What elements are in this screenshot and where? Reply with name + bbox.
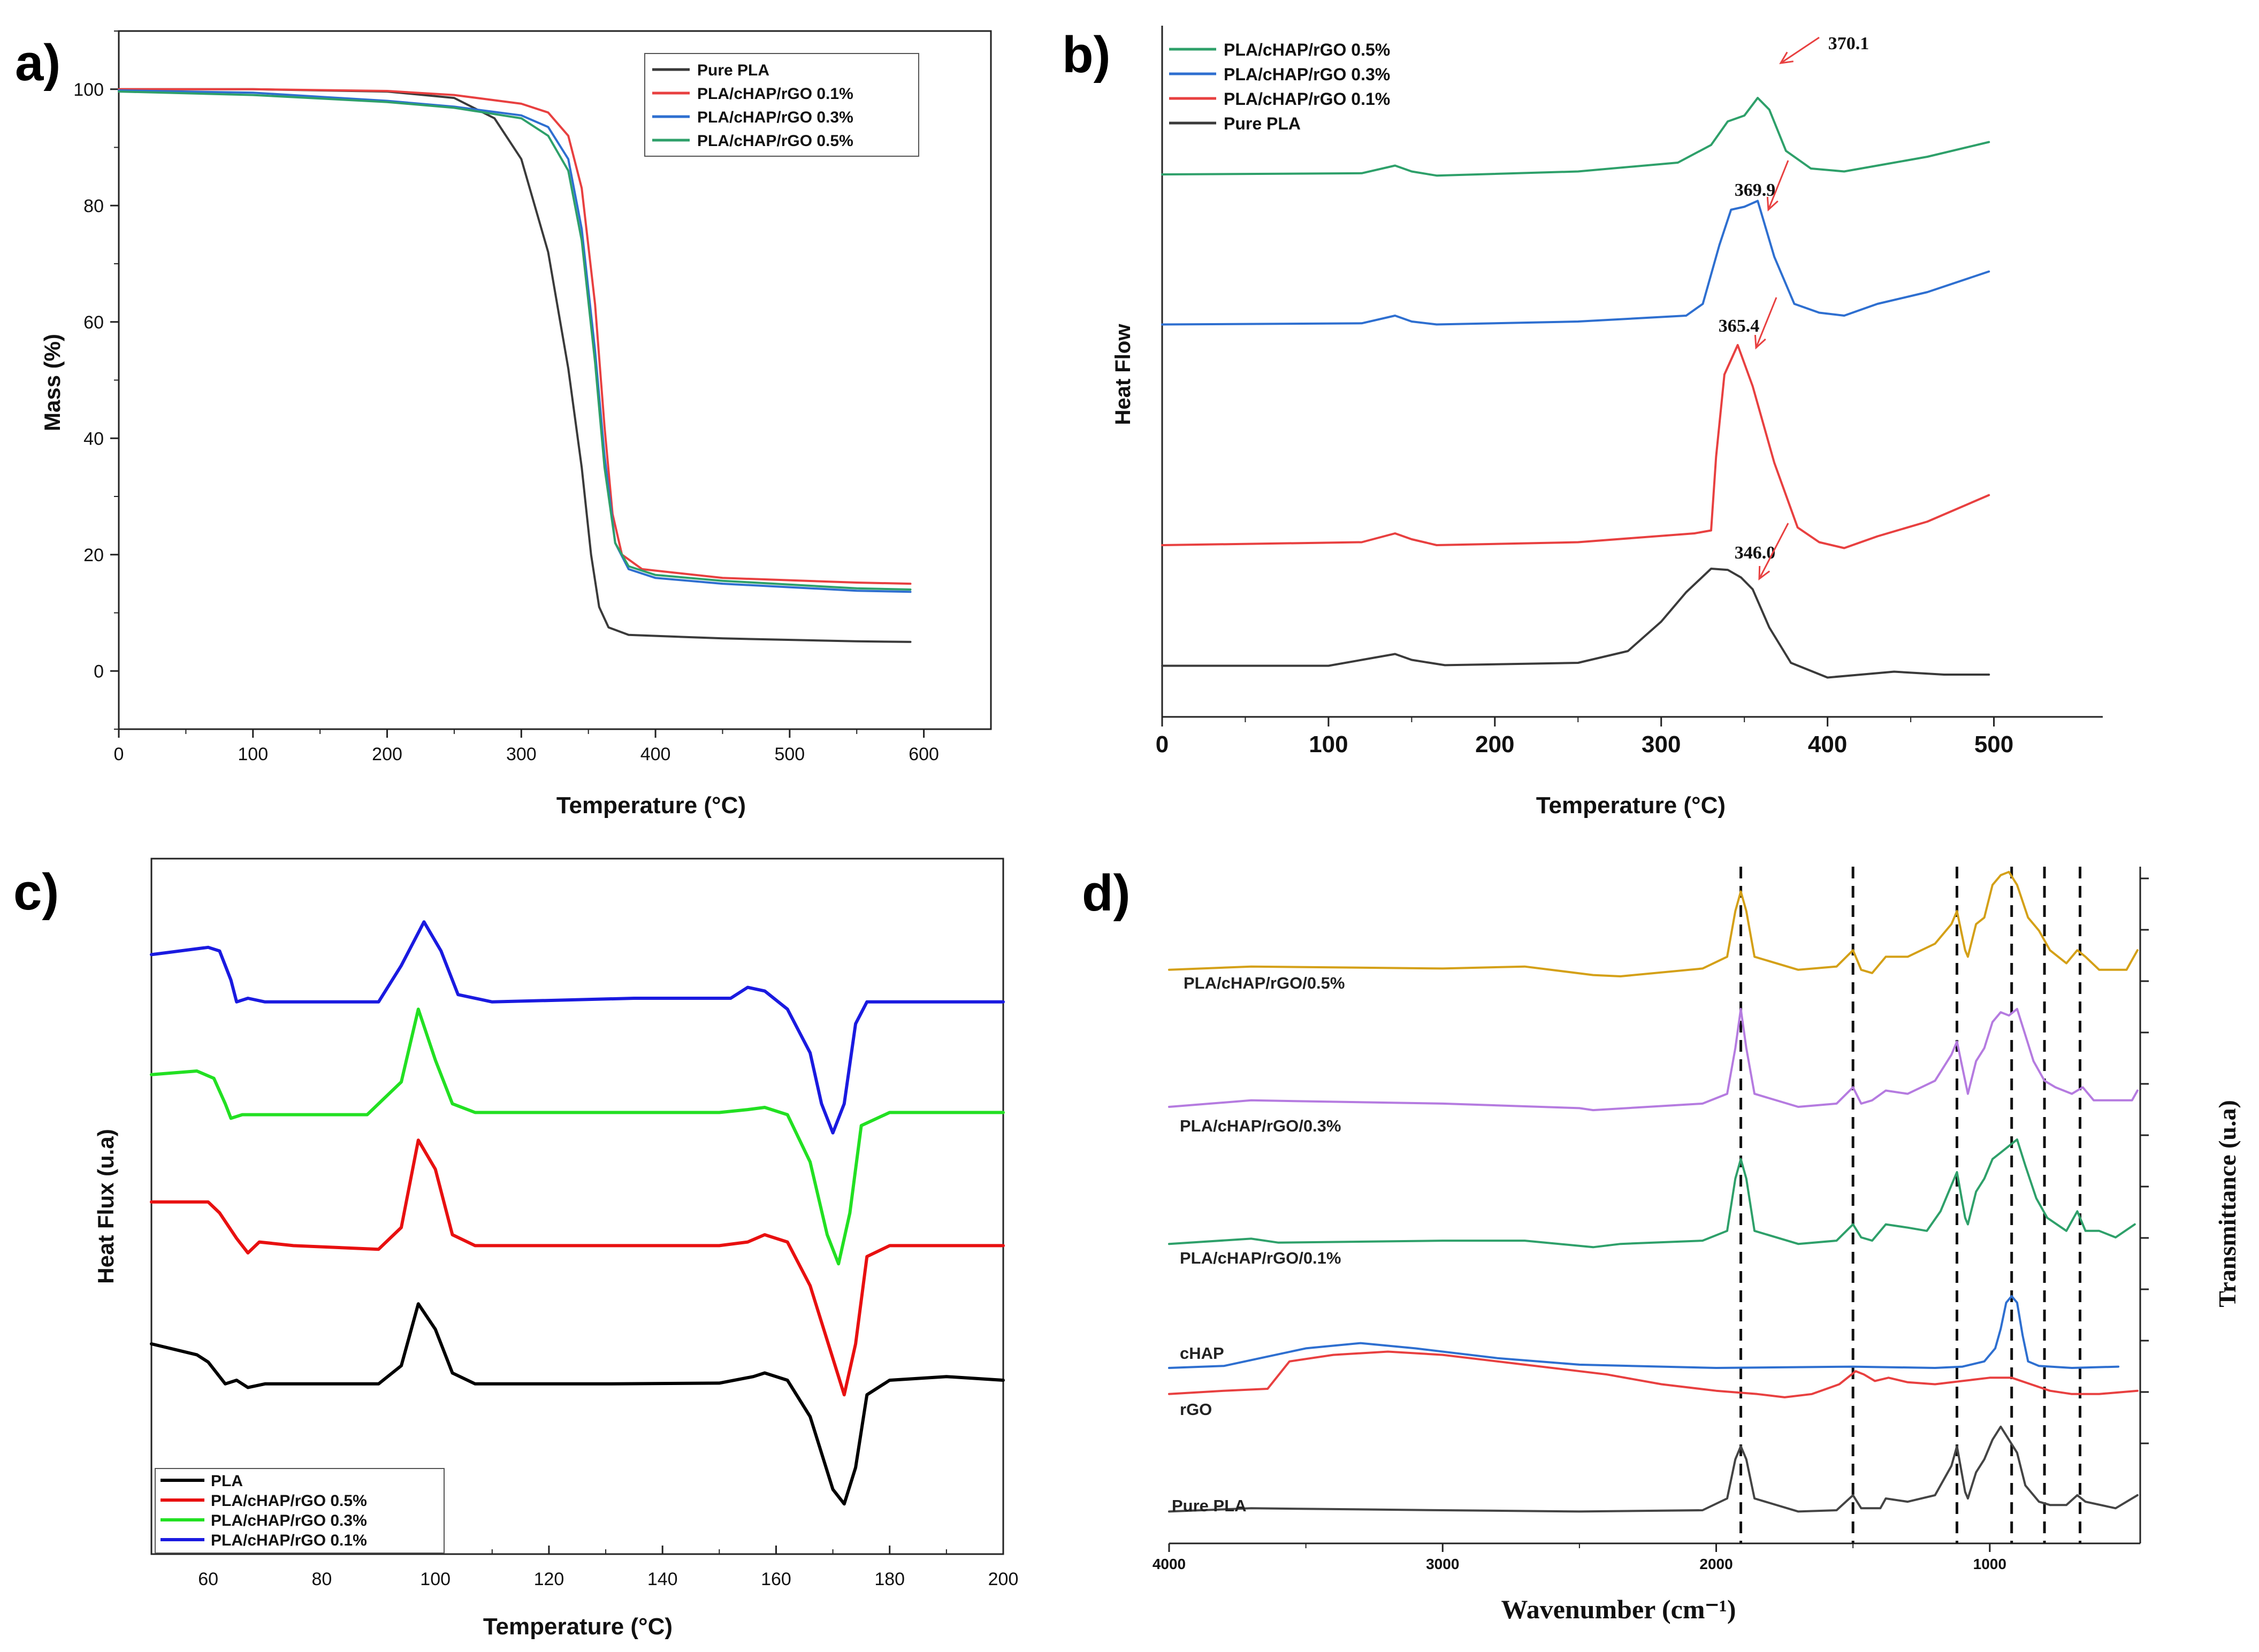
legend-label: Pure PLA bbox=[1224, 114, 1301, 133]
x-tick-label: 200 bbox=[1475, 731, 1514, 758]
legend-label: PLA/cHAP/rGO 0.1% bbox=[211, 1532, 367, 1549]
x-tick-label: 4000 bbox=[1153, 1556, 1186, 1572]
x-axis-label: Wavenumber (cm⁻¹) bbox=[1501, 1594, 1736, 1624]
annotation-arrowhead bbox=[1779, 51, 1794, 64]
x-tick-label: 100 bbox=[420, 1569, 451, 1589]
x-tick-label: 100 bbox=[238, 744, 268, 764]
annotation-arrowhead bbox=[1754, 334, 1766, 350]
x-tick-label: 1000 bbox=[1973, 1556, 2006, 1572]
series-label: PLA/cHAP/rGO/0.3% bbox=[1180, 1116, 1341, 1135]
x-axis-label: Temperature (°C) bbox=[1536, 792, 1726, 819]
series-line-3 bbox=[150, 920, 1005, 1135]
annotation-arrow bbox=[1755, 297, 1777, 348]
y-tick-label: 80 bbox=[83, 196, 104, 216]
series-line-2 bbox=[118, 89, 912, 593]
legend-box bbox=[644, 53, 919, 157]
x-tick-label: 3000 bbox=[1426, 1556, 1459, 1572]
x-tick-label: 80 bbox=[311, 1569, 332, 1589]
legend-label: PLA bbox=[211, 1472, 243, 1490]
series-line-0 bbox=[1168, 870, 2139, 977]
annotation-arrow bbox=[1767, 160, 1789, 210]
x-axis-label: Temperature (°C) bbox=[483, 1613, 673, 1640]
peak-annotation: 369.9 bbox=[1735, 180, 1776, 200]
series-line-1 bbox=[150, 1138, 1005, 1397]
series-line-3 bbox=[118, 90, 912, 591]
legend-label: PLA/cHAP/rGO 0.3% bbox=[211, 1512, 367, 1529]
series-line-2 bbox=[1168, 1138, 2136, 1249]
x-tick-label: 400 bbox=[640, 744, 671, 764]
legend-label: PLA/cHAP/rGO 0.5% bbox=[211, 1492, 367, 1510]
y-axis-label: Heat Flux (u.a) bbox=[93, 1129, 118, 1283]
series-line-0 bbox=[150, 1302, 1005, 1506]
series-line-0 bbox=[118, 88, 912, 643]
panel-letter: a) bbox=[15, 34, 60, 91]
y-axis-label: Transmittance (u.a) bbox=[2214, 1100, 2241, 1307]
x-tick-label: 0 bbox=[114, 744, 124, 764]
series-line-0 bbox=[1161, 97, 1990, 177]
y-tick-label: 0 bbox=[94, 661, 104, 682]
series-label: PLA/cHAP/rGO/0.5% bbox=[1184, 974, 1345, 992]
panel-letter: c) bbox=[13, 863, 59, 921]
series-line-2 bbox=[1161, 344, 1990, 549]
x-tick-label: 300 bbox=[1642, 731, 1681, 758]
legend-label: PLA/cHAP/rGO 0.3% bbox=[697, 109, 853, 126]
series-line-5 bbox=[1168, 1425, 2139, 1513]
annotation-arrowhead bbox=[1766, 196, 1779, 212]
series-line-1 bbox=[1161, 200, 1990, 326]
x-tick-label: 500 bbox=[1974, 731, 2013, 758]
plot-frame bbox=[150, 858, 1004, 1555]
x-tick-label: 180 bbox=[874, 1569, 905, 1589]
y-axis-label: Mass (%) bbox=[40, 334, 65, 431]
legend-label: PLA/cHAP/rGO 0.5% bbox=[697, 132, 853, 150]
series-label: Pure PLA bbox=[1172, 1496, 1247, 1515]
legend-label: Pure PLA bbox=[697, 62, 769, 79]
series-label: rGO bbox=[1180, 1400, 1212, 1419]
peak-annotation: 370.1 bbox=[1828, 34, 1869, 53]
panel-letter: d) bbox=[1082, 865, 1131, 922]
series-line-3 bbox=[1161, 568, 1990, 679]
series-line-2 bbox=[150, 1007, 1005, 1266]
x-tick-label: 0 bbox=[1156, 731, 1169, 758]
y-axis-label: Heat Flow bbox=[1111, 324, 1135, 425]
y-tick-label: 60 bbox=[83, 312, 104, 333]
y-tick-label: 100 bbox=[73, 80, 104, 100]
series-line-4 bbox=[1168, 1350, 2139, 1398]
x-tick-label: 600 bbox=[909, 744, 939, 764]
legend-label: PLA/cHAP/rGO 0.1% bbox=[697, 85, 853, 103]
series-label: cHAP bbox=[1180, 1344, 1224, 1363]
legend-label: PLA/cHAP/rGO 0.1% bbox=[1224, 89, 1390, 109]
x-tick-label: 2000 bbox=[1699, 1556, 1733, 1572]
legend-label: PLA/cHAP/rGO 0.3% bbox=[1224, 65, 1390, 84]
x-tick-label: 500 bbox=[774, 744, 805, 764]
peak-annotation: 365.4 bbox=[1719, 316, 1760, 336]
y-tick-label: 40 bbox=[83, 429, 104, 449]
x-axis-label: Temperature (°C) bbox=[556, 792, 746, 819]
x-tick-label: 400 bbox=[1808, 731, 1847, 758]
annotation-arrow bbox=[1758, 523, 1789, 579]
y-tick-label: 20 bbox=[83, 545, 104, 565]
series-line-1 bbox=[118, 88, 912, 585]
x-tick-label: 200 bbox=[372, 744, 402, 764]
x-tick-label: 100 bbox=[1309, 731, 1348, 758]
annotation-arrow bbox=[1780, 36, 1820, 64]
x-tick-label: 140 bbox=[647, 1569, 678, 1589]
x-tick-label: 200 bbox=[988, 1569, 1019, 1589]
x-tick-label: 300 bbox=[506, 744, 537, 764]
legend-label: PLA/cHAP/rGO 0.5% bbox=[1224, 40, 1390, 59]
x-tick-label: 120 bbox=[534, 1569, 564, 1589]
panel-letter: b) bbox=[1062, 26, 1111, 83]
annotation-arrowhead bbox=[1758, 565, 1770, 581]
series-line-3 bbox=[1168, 1295, 2120, 1369]
series-line-1 bbox=[1168, 1008, 2139, 1112]
series-label: PLA/cHAP/rGO/0.1% bbox=[1180, 1249, 1341, 1267]
x-tick-label: 60 bbox=[198, 1569, 218, 1589]
x-tick-label: 160 bbox=[761, 1569, 791, 1589]
